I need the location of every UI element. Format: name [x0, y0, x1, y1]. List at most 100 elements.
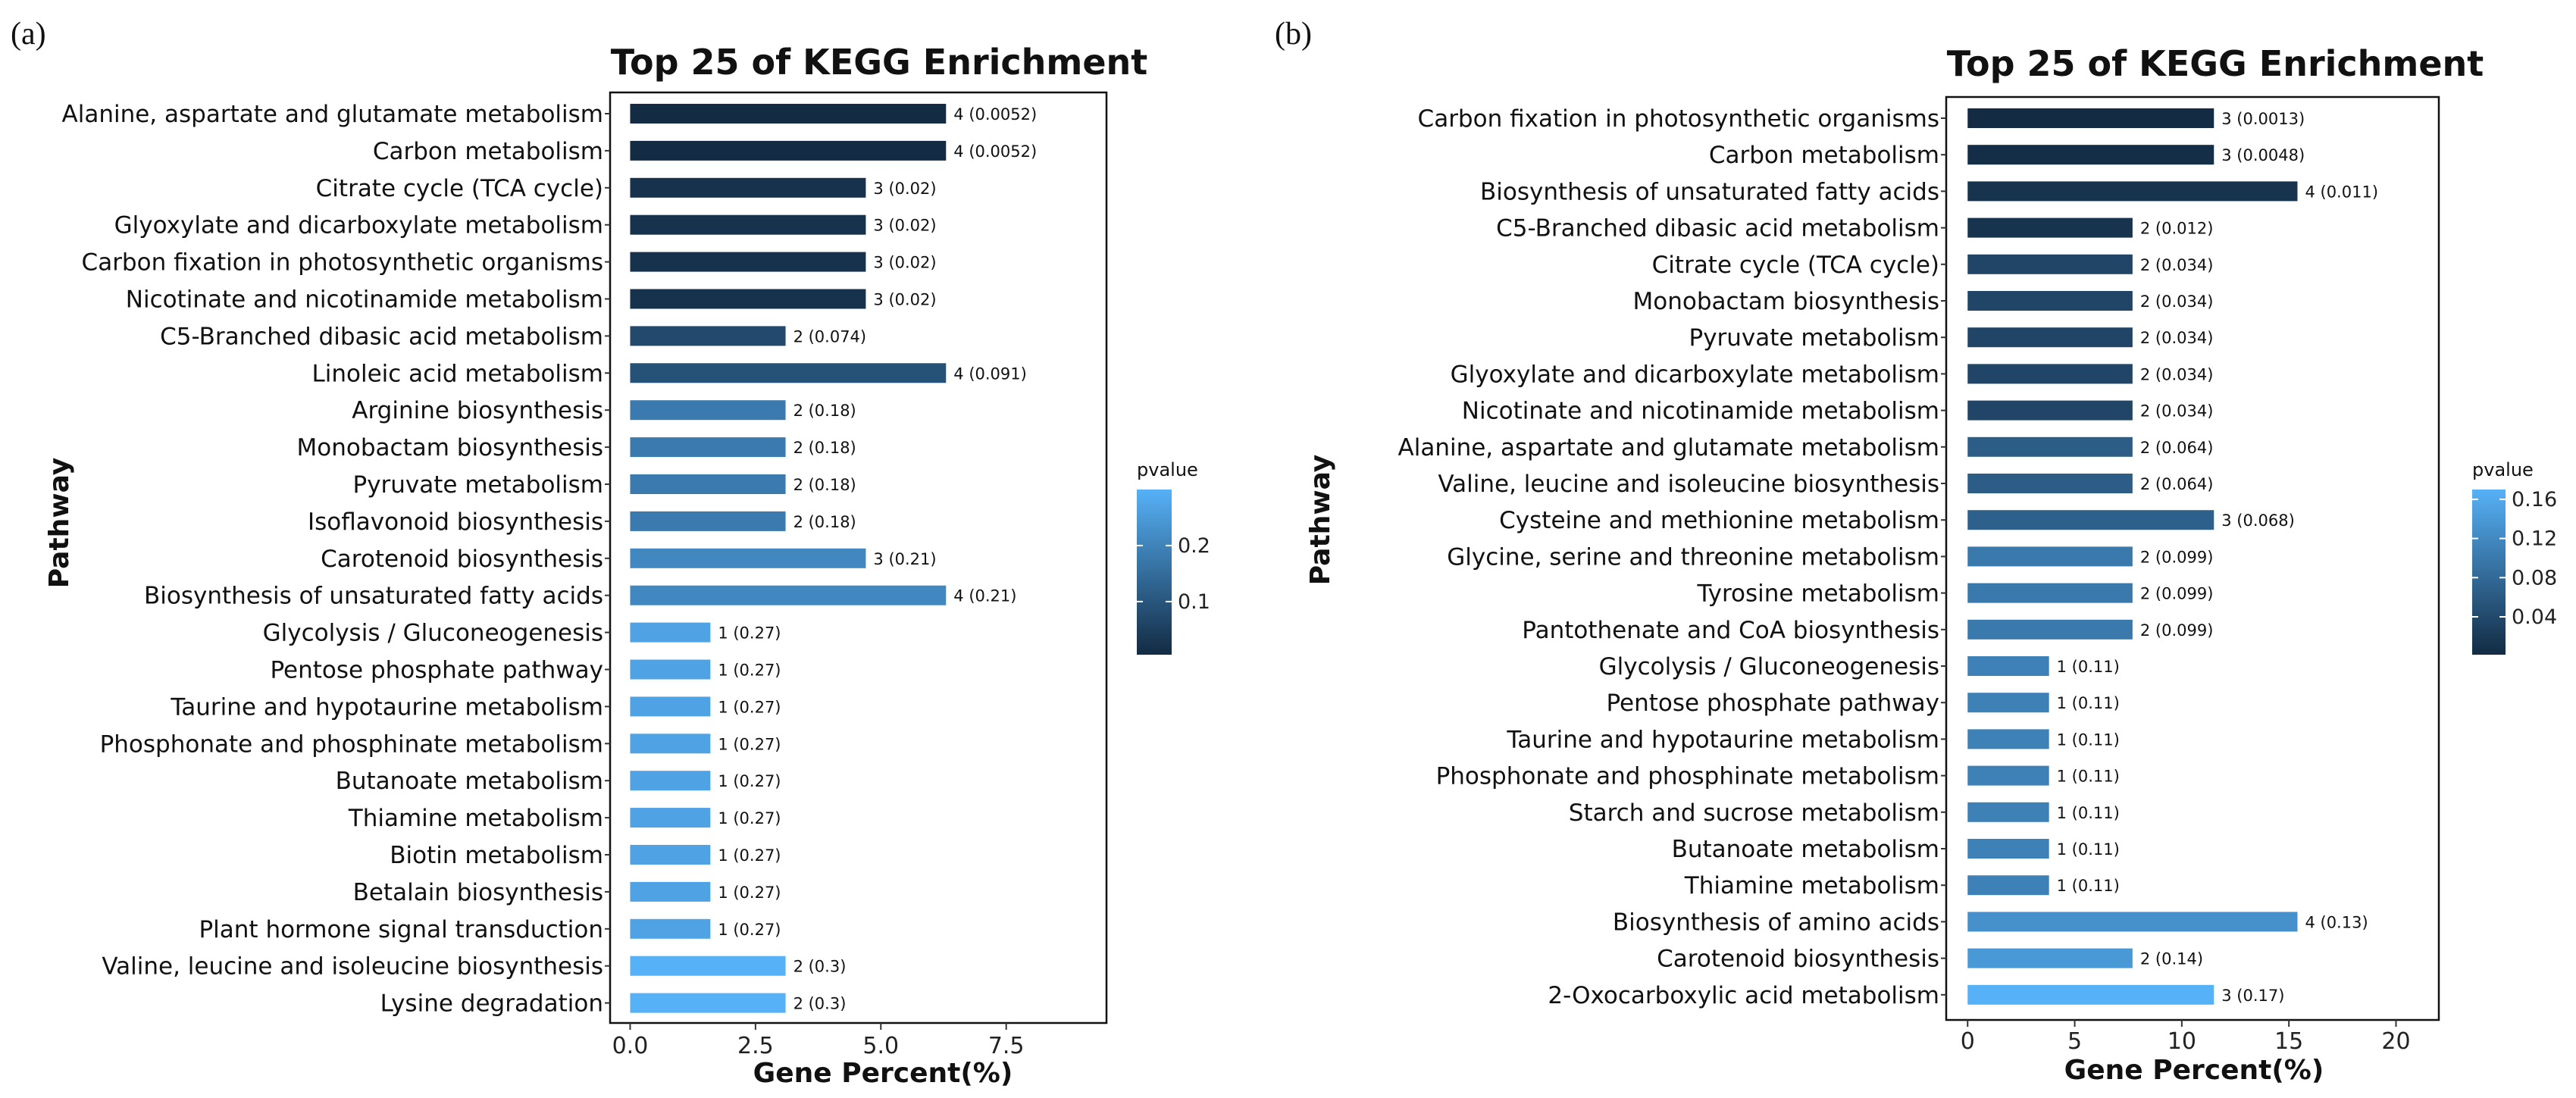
bar-data-label: 4 (0.091)	[953, 364, 1027, 383]
category-label: Monobactam biosynthesis	[1633, 288, 1939, 315]
chart-title: Top 25 of KEGG Enrichment	[1947, 43, 2484, 84]
bar-data-label: 1 (0.27)	[718, 772, 781, 790]
chart-title: Top 25 of KEGG Enrichment	[611, 42, 1148, 83]
bar	[630, 104, 947, 124]
pvalue-legend: pvalue 0.04 0.08 0.12 0.16	[2472, 459, 2557, 655]
category-label: Butanoate metabolism	[336, 768, 603, 795]
x-tick-label: 5.0	[862, 1033, 899, 1059]
category-label: Lysine degradation	[380, 990, 603, 1018]
bar-data-label: 4 (0.21)	[953, 587, 1016, 605]
bar	[630, 252, 866, 272]
legend-tick-label: 0.16	[2512, 488, 2557, 511]
bar-data-label: 4 (0.13)	[2305, 913, 2368, 931]
bar	[1967, 181, 2298, 202]
category-label: Citrate cycle (TCA cycle)	[1652, 252, 1939, 279]
bar	[1967, 656, 2049, 676]
category-label: Biosynthesis of unsaturated fatty acids	[1480, 178, 1939, 205]
bar	[1967, 765, 2049, 786]
bar	[1967, 729, 2049, 749]
y-axis-title: Pathway	[44, 458, 75, 588]
bar	[1967, 474, 2133, 493]
bar	[1967, 400, 2133, 421]
y-axis-title: Pathway	[1305, 455, 1336, 585]
category-label: C5-Branched dibasic acid metabolism	[160, 323, 603, 350]
chart-panel-b: (b) Top 25 of KEGG Enrichment Carbon fixat…	[1275, 17, 2557, 1086]
bar	[1967, 145, 2214, 165]
category-label: Pantothenate and CoA biosynthesis	[1522, 617, 1939, 644]
bar	[1967, 912, 2298, 932]
category-label: Glyoxylate and dicarboxylate metabolism	[1451, 361, 1939, 388]
bar	[630, 696, 711, 717]
bar-data-label: 1 (0.27)	[718, 698, 781, 716]
category-label: Tyrosine metabolism	[1697, 580, 1939, 608]
bar-data-label: 2 (0.099)	[2140, 585, 2214, 603]
x-tick-label: 5	[2067, 1028, 2082, 1055]
category-label: Taurine and hypotaurine metabolism	[1506, 726, 1939, 753]
bar	[630, 659, 711, 680]
category-label: Carotenoid biosynthesis	[321, 546, 603, 573]
category-label: Valine, leucine and isoleucine biosynthe…	[102, 953, 603, 981]
bar	[1967, 436, 2133, 457]
bar	[630, 622, 711, 643]
legend-colorbar	[1137, 490, 1172, 655]
bar	[630, 140, 947, 161]
bar-data-label: 1 (0.27)	[718, 809, 781, 827]
category-label: Biotin metabolism	[390, 842, 603, 869]
bar-data-label: 1 (0.11)	[2057, 804, 2120, 822]
bar	[1967, 948, 2133, 968]
bar	[1967, 875, 2049, 896]
bar-data-label: 1 (0.27)	[718, 624, 781, 643]
bar	[1967, 583, 2133, 603]
x-tick-label: 7.5	[988, 1033, 1025, 1059]
category-label: Phosphonate and phosphinate metabolism	[100, 730, 603, 758]
bar-data-label: 3 (0.02)	[873, 180, 936, 198]
bar-data-label: 2 (0.074)	[793, 327, 867, 346]
bar	[630, 437, 786, 458]
category-label: Nicotinate and nicotinamide metabolism	[1462, 398, 1939, 425]
bar-data-label: 2 (0.064)	[2140, 439, 2214, 457]
category-label: Pyruvate metabolism	[353, 471, 604, 499]
category-label: Citrate cycle (TCA cycle)	[316, 175, 603, 202]
category-label: Phosphonate and phosphinate metabolism	[1436, 763, 1939, 790]
bar	[630, 993, 786, 1013]
bar	[630, 956, 786, 976]
bar-data-label: 3 (0.068)	[2221, 511, 2295, 530]
x-tick-label: 2.5	[737, 1033, 774, 1059]
bar	[1967, 291, 2133, 311]
category-label: Carbon fixation in photosynthetic organi…	[82, 249, 603, 277]
legend-tick-label: 0.12	[2512, 527, 2557, 551]
bar	[630, 918, 711, 939]
category-label: Cysteine and methionine metabolism	[1499, 507, 1939, 534]
bar	[630, 177, 866, 198]
bar-data-label: 3 (0.0013)	[2221, 110, 2305, 128]
category-label: Glycine, serine and threonine metabolism	[1447, 543, 1939, 571]
bar	[1967, 254, 2133, 274]
bar-data-label: 3 (0.02)	[873, 254, 936, 272]
category-label: Starch and sucrose metabolism	[1569, 799, 1939, 827]
category-label: 2-Oxocarboxylic acid metabolism	[1548, 982, 1939, 1009]
category-label: Betalain biosynthesis	[353, 879, 603, 906]
chart-panel-a: (a) Top 25 of KEGG Enrichment Alanine, asp…	[11, 17, 1210, 1089]
category-label: Isoflavonoid biosynthesis	[308, 508, 603, 536]
category-label: Carotenoid biosynthesis	[1657, 946, 1939, 973]
legend-tick-label: 0.2	[1178, 534, 1210, 558]
legend-tick-label: 0.1	[1178, 590, 1210, 614]
bar	[1967, 364, 2133, 384]
bar-data-label: 2 (0.064)	[2140, 475, 2214, 493]
bar-data-label: 1 (0.27)	[718, 662, 781, 680]
bar-data-label: 1 (0.11)	[2057, 840, 2120, 859]
bar	[1967, 802, 2049, 822]
bar-data-label: 2 (0.3)	[793, 995, 847, 1013]
bar-data-label: 3 (0.21)	[873, 550, 936, 568]
bar-data-label: 3 (0.17)	[2221, 987, 2284, 1005]
legend-tick-label: 0.04	[2512, 605, 2557, 629]
bar	[630, 845, 711, 865]
x-tick-label: 10	[2168, 1028, 2196, 1055]
bar-data-label: 4 (0.0052)	[953, 142, 1037, 161]
category-label: Alanine, aspartate and glutamate metabol…	[62, 101, 603, 128]
bar	[1967, 510, 2214, 530]
pvalue-legend: pvalue 0.1 0.2	[1137, 459, 1210, 655]
legend-colorbar	[2472, 490, 2506, 655]
category-label: C5-Branched dibasic acid metabolism	[1496, 215, 1939, 242]
